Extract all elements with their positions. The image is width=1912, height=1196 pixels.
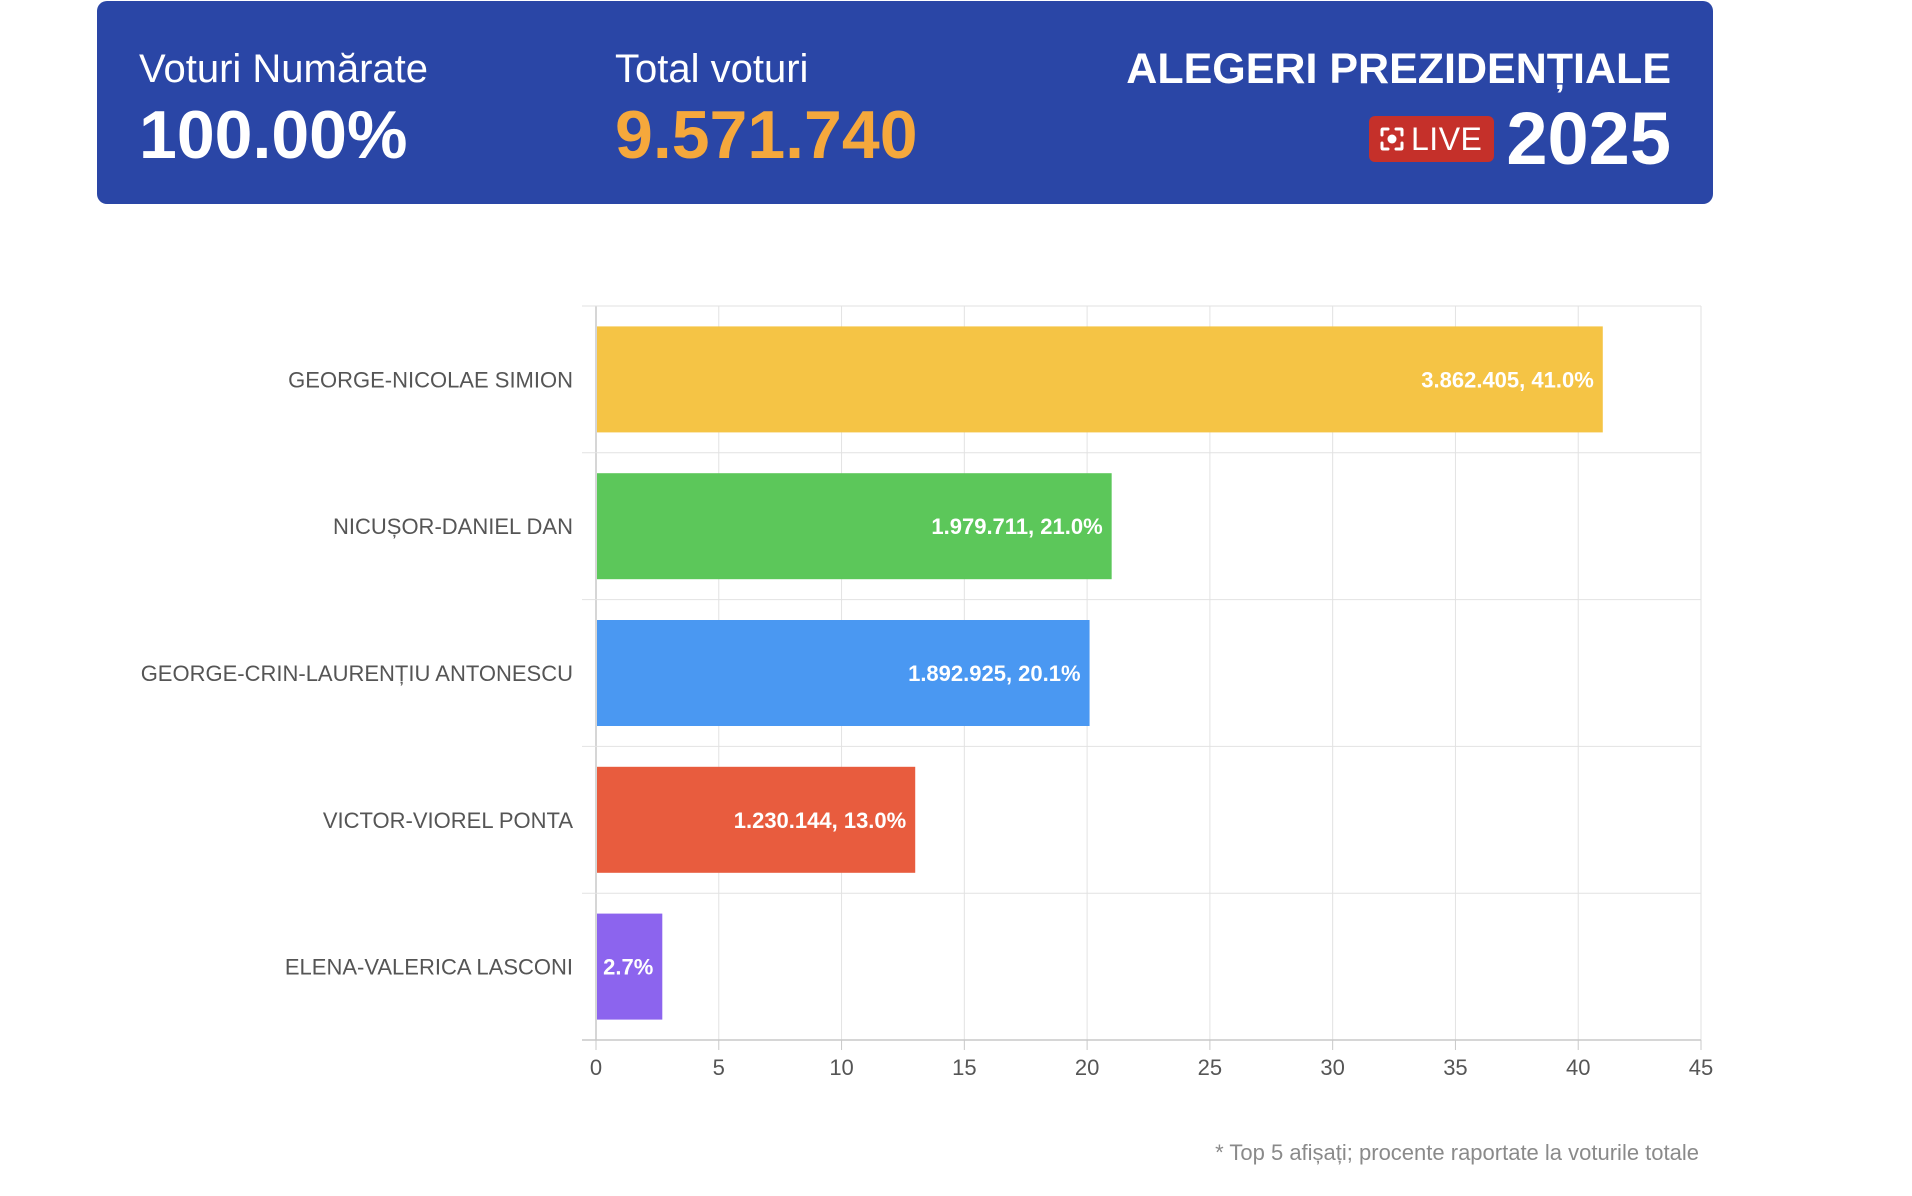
election-year: 2025: [1506, 97, 1671, 180]
votes-counted-value: 100.00%: [139, 97, 408, 173]
total-votes-stat: Total voturi 9.571.740: [615, 45, 918, 175]
live-broadcast-icon: [1380, 127, 1404, 151]
x-tick-label: 15: [952, 1055, 976, 1080]
bar-value-label: 2.7%: [603, 955, 653, 980]
x-tick-label: 30: [1320, 1055, 1344, 1080]
x-tick-label: 40: [1566, 1055, 1590, 1080]
bar-value-label: 3.862.405, 41.0%: [1421, 367, 1593, 392]
live-label: LIVE: [1411, 121, 1483, 157]
results-header: Voturi Numărate 100.00% Total voturi 9.5…: [97, 1, 1713, 204]
x-tick-label: 10: [829, 1055, 853, 1080]
title-row: LIVE 2025: [1126, 99, 1671, 179]
votes-counted-label: Voturi Numărate: [139, 47, 429, 91]
category-label: GEORGE-CRIN-LAURENȚIU ANTONESCU: [141, 661, 573, 686]
election-title-block: ALEGERI PREZIDENȚIALE LIVE 2025: [1126, 43, 1671, 179]
x-tick-label: 35: [1443, 1055, 1467, 1080]
x-tick-label: 25: [1198, 1055, 1222, 1080]
category-label: VICTOR-VIOREL PONTA: [323, 808, 574, 833]
bar-value-label: 1.979.711, 21.0%: [931, 514, 1102, 539]
live-badge: LIVE: [1369, 116, 1495, 162]
x-tick-label: 20: [1075, 1055, 1099, 1080]
x-tick-label: 0: [590, 1055, 602, 1080]
bar: [597, 473, 1112, 580]
election-title: ALEGERI PREZIDENȚIALE: [1126, 45, 1671, 93]
x-tick-label: 5: [713, 1055, 725, 1080]
category-label: NICUȘOR-DANIEL DAN: [333, 514, 573, 539]
bar: [597, 620, 1090, 726]
bar-value-label: 1.230.144, 13.0%: [734, 808, 906, 833]
total-votes-label: Total voturi: [615, 47, 809, 91]
bar: [597, 913, 663, 1020]
category-label: ELENA-VALERICA LASCONI: [285, 955, 573, 980]
category-label: GEORGE-NICOLAE SIMION: [288, 367, 573, 392]
bar: [597, 766, 916, 873]
bar-value-label: 1.892.925, 20.1%: [908, 661, 1080, 686]
x-tick-label: 45: [1689, 1055, 1713, 1080]
bar: [597, 326, 1603, 433]
votes-counted-stat: Voturi Numărate 100.00%: [139, 45, 428, 175]
chart-footnote: * Top 5 afișați; procente raportate la v…: [1215, 1140, 1699, 1165]
total-votes-value: 9.571.740: [615, 97, 918, 173]
